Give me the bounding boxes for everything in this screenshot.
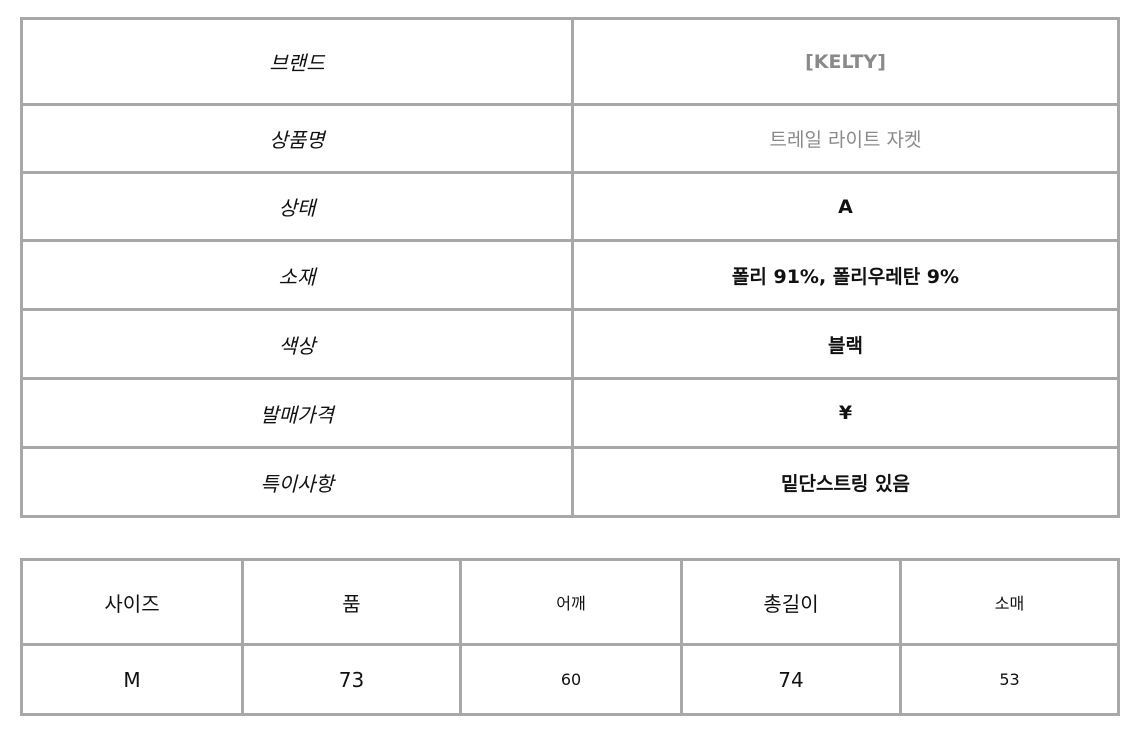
data-cell: 73 xyxy=(241,643,462,716)
product-info-table: 브랜드 [KELTY] 상품명 트레일 라이트 자켓 상태 A 소재 폴리 91… xyxy=(20,17,1120,518)
info-row-price: 발매가격 ¥ xyxy=(20,377,1120,449)
value-cell: 밑단스트링 있음 xyxy=(571,446,1120,518)
info-row-condition: 상태 A xyxy=(20,171,1120,242)
value-cell: ¥ xyxy=(571,377,1120,449)
label-cell: 브랜드 xyxy=(20,17,574,106)
label-cell: 소재 xyxy=(20,239,574,311)
info-row-material: 소재 폴리 91%, 폴리우레탄 9% xyxy=(20,239,1120,311)
size-data-row: M 73 60 74 53 xyxy=(20,643,1120,716)
info-row-product-name: 상품명 트레일 라이트 자켓 xyxy=(20,103,1120,174)
info-row-brand: 브랜드 [KELTY] xyxy=(20,17,1120,106)
data-cell: 60 xyxy=(459,643,683,716)
info-row-color: 색상 블랙 xyxy=(20,308,1120,380)
label-cell: 발매가격 xyxy=(20,377,574,449)
value-cell: [KELTY] xyxy=(571,17,1120,106)
label-cell: 상품명 xyxy=(20,103,574,174)
data-cell: M xyxy=(20,643,244,716)
data-cell: 74 xyxy=(680,643,902,716)
value-cell: 블랙 xyxy=(571,308,1120,380)
label-cell: 특이사항 xyxy=(20,446,574,518)
header-cell: 소매 xyxy=(899,558,1120,646)
header-cell: 품 xyxy=(241,558,462,646)
value-cell: 트레일 라이트 자켓 xyxy=(571,103,1120,174)
value-cell: 폴리 91%, 폴리우레탄 9% xyxy=(571,239,1120,311)
header-cell: 총길이 xyxy=(680,558,902,646)
size-header-row: 사이즈 품 어깨 총길이 소매 xyxy=(20,558,1120,646)
info-row-notes: 특이사항 밑단스트링 있음 xyxy=(20,446,1120,518)
data-cell: 53 xyxy=(899,643,1120,716)
size-table: 사이즈 품 어깨 총길이 소매 M 73 60 74 53 xyxy=(20,558,1120,716)
value-cell: A xyxy=(571,171,1120,242)
label-cell: 상태 xyxy=(20,171,574,242)
header-cell: 사이즈 xyxy=(20,558,244,646)
header-cell: 어깨 xyxy=(459,558,683,646)
label-cell: 색상 xyxy=(20,308,574,380)
